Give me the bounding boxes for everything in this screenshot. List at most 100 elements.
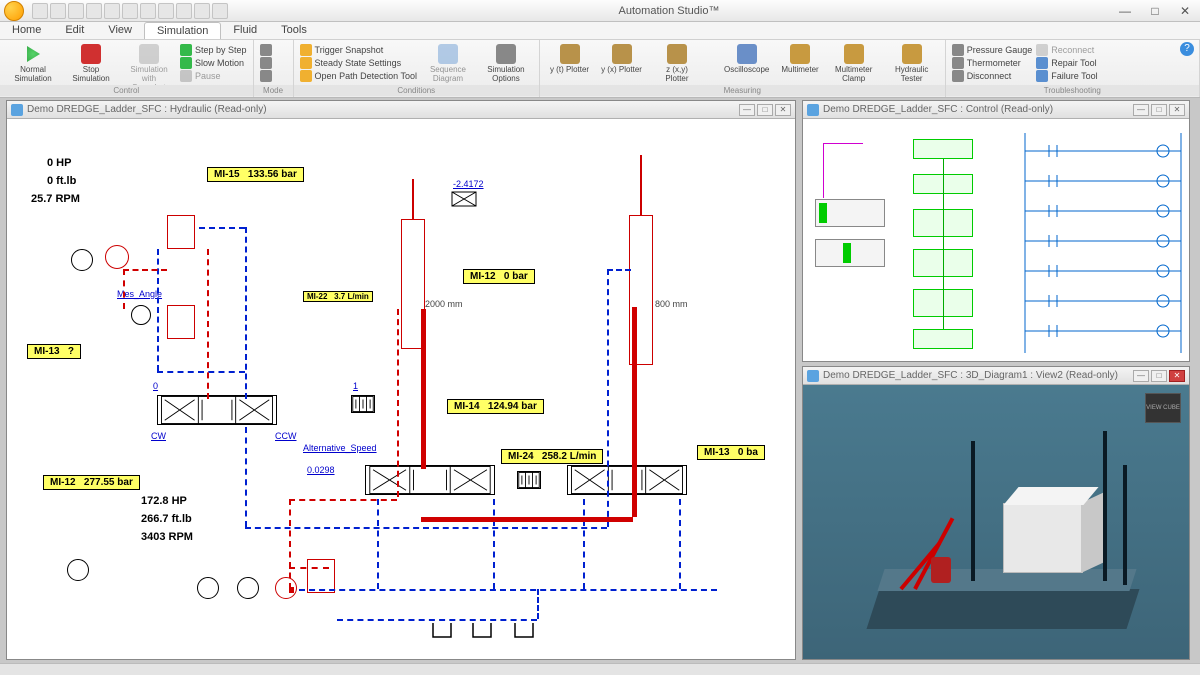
pane-close[interactable]: ✕ [1169,104,1185,116]
control-canvas[interactable] [803,119,1189,361]
3d-viewport[interactable]: VIEW CUBE [803,385,1189,659]
trigger-snapshot-button[interactable]: Trigger Snapshot [300,44,417,56]
hydraulic-canvas[interactable]: 0 HP 0 ft.lb 25.7 RPM 172.8 HP 266.7 ft.… [7,119,795,659]
schematic-link[interactable]: 0.0298 [307,465,335,475]
disconnect-button[interactable]: Disconnect [952,70,1033,82]
failure-tool-button[interactable]: Failure Tool [1036,70,1097,82]
pause-button[interactable]: Pause [180,70,247,82]
repair-tool-button[interactable]: Repair Tool [1036,57,1097,69]
status-bar [0,663,1200,675]
slow-motion-button[interactable]: Slow Motion [180,57,247,69]
hydraulic-pane: Demo DREDGE_Ladder_SFC : Hydraulic (Read… [6,100,796,660]
qat-btn[interactable] [140,3,156,19]
tab-tools[interactable]: Tools [269,22,319,39]
motor-icon [71,249,93,271]
measurement-tag: MI-15 133.56 bar [207,167,304,182]
help-icon[interactable]: ? [1180,42,1194,56]
pane-max[interactable]: □ [757,104,773,116]
pane-min[interactable]: — [739,104,755,116]
qat-btn[interactable] [104,3,120,19]
measurement-tag: MI-13 ? [27,344,81,359]
doc-icon [11,104,23,116]
measurement-tag: MI-14 124.94 bar [447,399,544,414]
pane-min[interactable]: — [1133,104,1149,116]
tab-view[interactable]: View [96,22,144,39]
reconnect-button[interactable]: Reconnect [1036,44,1097,56]
dimension-label: 2000 mm [425,299,463,309]
view-cube[interactable]: VIEW CUBE [1145,393,1181,423]
motor-icon [197,577,219,599]
pressure-gauge-button[interactable]: Pressure Gauge [952,44,1033,56]
directional-valve [567,465,687,495]
qat-btn[interactable] [68,3,84,19]
group-label: Control [0,85,253,96]
measurement-tag: MI-13 0 ba [697,445,765,460]
qat-btn[interactable] [50,3,66,19]
ribbon-tabs: Home Edit View Simulation Fluid Tools [0,22,1200,40]
readout-ftlb2: 266.7 ft.lb [141,513,192,525]
pane-title: Demo DREDGE_Ladder_SFC : Hydraulic (Read… [27,104,739,115]
control-pane: Demo DREDGE_Ladder_SFC : Control (Read-o… [802,100,1190,362]
measurement-tag: MI-22 3.7 L/min [303,291,373,302]
relief-valve-icon [167,305,195,339]
close-button[interactable]: ✕ [1170,4,1200,18]
relief-valve-icon [307,559,335,593]
qat-btn[interactable] [86,3,102,19]
steady-state-button[interactable]: Steady State Settings [300,57,417,69]
motor-icon [237,577,259,599]
pane-close[interactable]: ✕ [775,104,791,116]
measurement-tag: MI-24 258.2 L/min [501,449,603,464]
schematic-link[interactable]: Alternative_Speed [303,443,377,453]
doc-icon [807,104,819,116]
schematic-link[interactable]: 1 [353,381,358,391]
thermometer-button[interactable]: Thermometer [952,57,1033,69]
directional-valve [157,395,277,425]
dimension-label: 800 mm [655,299,688,309]
pane-max[interactable]: □ [1151,370,1167,382]
qat-btn[interactable] [176,3,192,19]
minimize-button[interactable]: — [1110,4,1140,18]
view3d-pane: Demo DREDGE_Ladder_SFC : 3D_Diagram1 : V… [802,366,1190,660]
qat-btn[interactable] [194,3,210,19]
doc-icon [807,370,819,382]
schematic-link[interactable]: -2.4172 [453,179,484,189]
pane-close[interactable]: ✕ [1169,370,1185,382]
directional-valve [351,395,375,413]
maximize-button[interactable]: □ [1140,4,1170,18]
app-title: Automation Studio™ [228,5,1110,17]
pane-min[interactable]: — [1133,370,1149,382]
readout-rpm: 25.7 RPM [31,193,80,205]
measurement-tag: MI-12 0 bar [463,269,535,284]
qat-btn[interactable] [212,3,228,19]
schematic-link[interactable]: CCW [275,431,297,441]
readout-rpm2: 3403 RPM [141,531,193,543]
step-by-step-button[interactable]: Step by Step [180,44,247,56]
schematic-link[interactable]: 0 [153,381,158,391]
readout-hp: 0 HP [47,157,71,169]
open-path-button[interactable]: Open Path Detection Tool [300,70,417,82]
title-bar: Automation Studio™ — □ ✕ [0,0,1200,22]
workspace: Demo DREDGE_Ladder_SFC : Hydraulic (Read… [0,98,1200,663]
qat-btn[interactable] [158,3,174,19]
pane-max[interactable]: □ [1151,104,1167,116]
pane-title: Demo DREDGE_Ladder_SFC : Control (Read-o… [823,104,1133,115]
readout-hp2: 172.8 HP [141,495,187,507]
pump-icon [105,245,129,269]
directional-valve [365,465,495,495]
directional-valve [517,471,541,489]
tab-edit[interactable]: Edit [53,22,96,39]
tab-fluid[interactable]: Fluid [221,22,269,39]
schematic-link[interactable]: CW [151,431,166,441]
pane-title: Demo DREDGE_Ladder_SFC : 3D_Diagram1 : V… [823,370,1133,381]
sensor-icon [131,305,151,325]
tab-home[interactable]: Home [0,22,53,39]
quick-access-toolbar [32,3,228,19]
tab-simulation[interactable]: Simulation [144,22,221,39]
qat-btn[interactable] [122,3,138,19]
app-logo-icon [4,1,24,21]
readout-ftlb: 0 ft.lb [47,175,76,187]
gamepad-icon [67,559,89,581]
ribbon: Normal Simulation Stop Simulation Simula… [0,40,1200,98]
relief-valve-icon [167,215,195,249]
qat-btn[interactable] [32,3,48,19]
